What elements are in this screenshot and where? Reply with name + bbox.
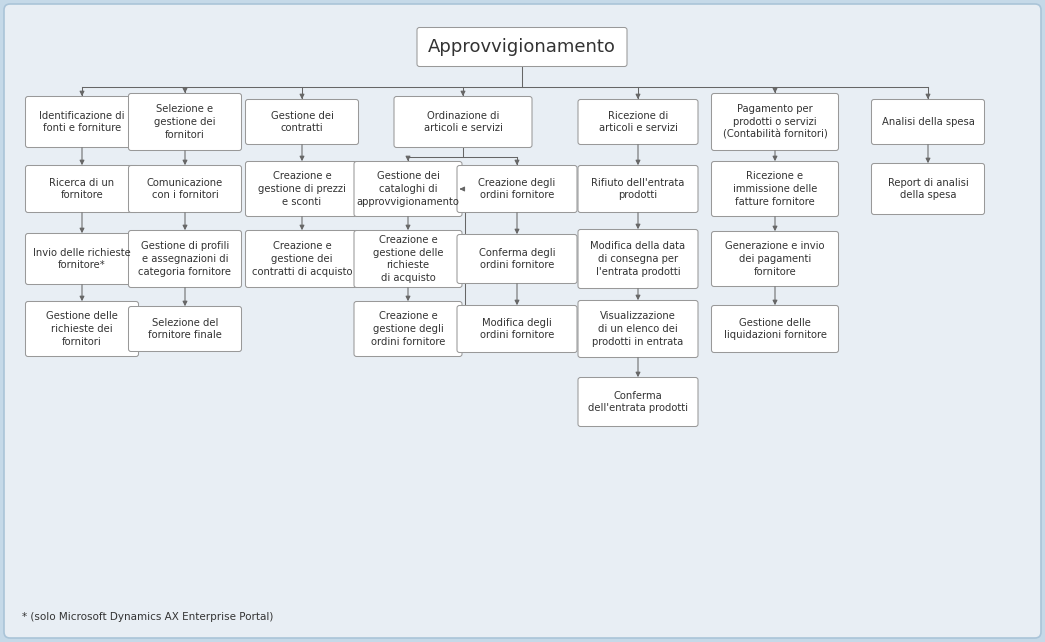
FancyBboxPatch shape — [4, 4, 1041, 638]
Text: Pagamento per
prodotti o servizi
(Contabilità fornitori): Pagamento per prodotti o servizi (Contab… — [723, 104, 828, 140]
Text: Creazione degli
ordini fornitore: Creazione degli ordini fornitore — [479, 178, 556, 200]
FancyBboxPatch shape — [246, 162, 358, 216]
Text: Creazione e
gestione degli
ordini fornitore: Creazione e gestione degli ordini fornit… — [371, 311, 445, 347]
Text: Ordinazione di
articoli e servizi: Ordinazione di articoli e servizi — [423, 110, 503, 134]
Text: Modifica della data
di consegna per
l'entrata prodotti: Modifica della data di consegna per l'en… — [590, 241, 686, 277]
Text: Identificazione di
fonti e forniture: Identificazione di fonti e forniture — [40, 110, 124, 134]
Text: Creazione e
gestione dei
contratti di acquisto: Creazione e gestione dei contratti di ac… — [252, 241, 352, 277]
FancyBboxPatch shape — [712, 162, 838, 216]
Text: Conferma
dell'entrata prodotti: Conferma dell'entrata prodotti — [588, 390, 688, 413]
Text: Creazione e
gestione delle
richieste
di acquisto: Creazione e gestione delle richieste di … — [373, 235, 443, 283]
FancyBboxPatch shape — [578, 166, 698, 213]
Text: Invio delle richieste
fornitore*: Invio delle richieste fornitore* — [33, 248, 131, 270]
Text: Approvvigionamento: Approvvigionamento — [428, 38, 616, 56]
FancyBboxPatch shape — [872, 100, 984, 144]
FancyBboxPatch shape — [712, 232, 838, 286]
FancyBboxPatch shape — [354, 302, 462, 356]
Text: Gestione dei
contratti: Gestione dei contratti — [271, 110, 333, 134]
Text: Gestione delle
richieste dei
fornitori: Gestione delle richieste dei fornitori — [46, 311, 118, 347]
FancyBboxPatch shape — [417, 28, 627, 67]
FancyBboxPatch shape — [457, 306, 577, 352]
Text: Ricezione e
immissione delle
fatture fornitore: Ricezione e immissione delle fatture for… — [733, 171, 817, 207]
Text: Selezione del
fornitore finale: Selezione del fornitore finale — [148, 318, 222, 340]
Text: Creazione e
gestione di prezzi
e sconti: Creazione e gestione di prezzi e sconti — [258, 171, 346, 207]
FancyBboxPatch shape — [129, 306, 241, 352]
FancyBboxPatch shape — [246, 100, 358, 144]
Text: Analisi della spesa: Analisi della spesa — [882, 117, 974, 127]
Text: Ricezione di
articoli e servizi: Ricezione di articoli e servizi — [599, 110, 677, 134]
Text: Visualizzazione
di un elenco dei
prodotti in entrata: Visualizzazione di un elenco dei prodott… — [593, 311, 683, 347]
Text: Gestione dei
cataloghi di
approvvigionamento: Gestione dei cataloghi di approvvigionam… — [356, 171, 460, 207]
Text: Rifiuto dell'entrata
prodotti: Rifiuto dell'entrata prodotti — [591, 178, 684, 200]
Text: Comunicazione
con i fornitori: Comunicazione con i fornitori — [147, 178, 224, 200]
FancyBboxPatch shape — [578, 377, 698, 426]
FancyBboxPatch shape — [25, 234, 139, 284]
Text: Generazione e invio
dei pagamenti
fornitore: Generazione e invio dei pagamenti fornit… — [725, 241, 825, 277]
FancyBboxPatch shape — [872, 164, 984, 214]
FancyBboxPatch shape — [25, 96, 139, 148]
FancyBboxPatch shape — [457, 234, 577, 284]
FancyBboxPatch shape — [354, 230, 462, 288]
FancyBboxPatch shape — [394, 96, 532, 148]
Text: Selezione e
gestione dei
fornitori: Selezione e gestione dei fornitori — [155, 104, 215, 140]
FancyBboxPatch shape — [25, 166, 139, 213]
Text: Conferma degli
ordini fornitore: Conferma degli ordini fornitore — [479, 248, 555, 270]
FancyBboxPatch shape — [712, 94, 838, 150]
Text: * (solo Microsoft Dynamics AX Enterprise Portal): * (solo Microsoft Dynamics AX Enterprise… — [22, 612, 274, 622]
FancyBboxPatch shape — [25, 302, 139, 356]
Text: Gestione di profili
e assegnazioni di
categoria fornitore: Gestione di profili e assegnazioni di ca… — [139, 241, 232, 277]
FancyBboxPatch shape — [129, 94, 241, 150]
FancyBboxPatch shape — [457, 166, 577, 213]
FancyBboxPatch shape — [354, 162, 462, 216]
FancyBboxPatch shape — [578, 229, 698, 288]
Text: Report di analisi
della spesa: Report di analisi della spesa — [887, 178, 969, 200]
FancyBboxPatch shape — [129, 166, 241, 213]
FancyBboxPatch shape — [129, 230, 241, 288]
Text: Modifica degli
ordini fornitore: Modifica degli ordini fornitore — [480, 318, 554, 340]
FancyBboxPatch shape — [578, 100, 698, 144]
Text: Ricerca di un
fornitore: Ricerca di un fornitore — [49, 178, 115, 200]
Text: Gestione delle
liquidazioni fornitore: Gestione delle liquidazioni fornitore — [723, 318, 827, 340]
FancyBboxPatch shape — [712, 306, 838, 352]
FancyBboxPatch shape — [578, 300, 698, 358]
FancyBboxPatch shape — [246, 230, 358, 288]
